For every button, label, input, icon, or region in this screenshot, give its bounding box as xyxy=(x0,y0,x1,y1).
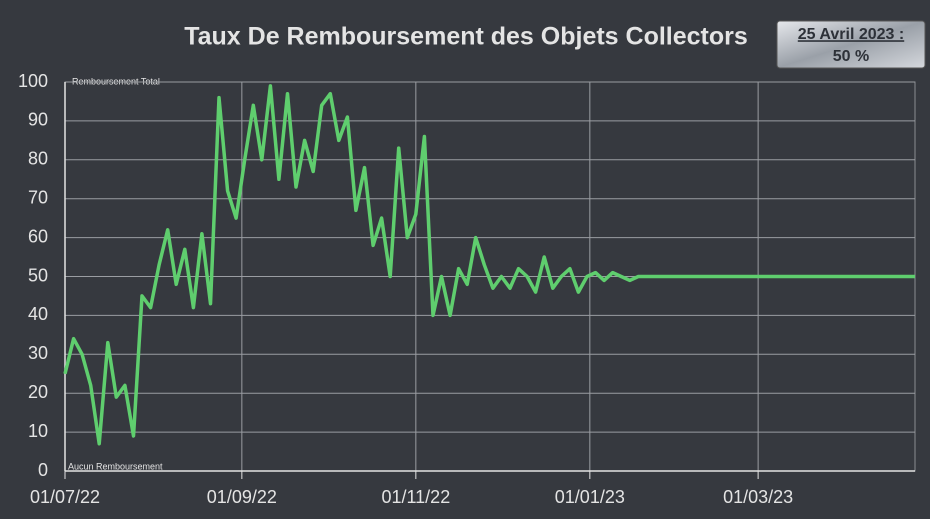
x-tick-label: 01/11/22 xyxy=(381,487,450,507)
y-tick-label: 60 xyxy=(28,226,48,246)
y-tick-label: 10 xyxy=(28,421,48,441)
badge-value: 50 % xyxy=(833,48,869,65)
y-tick-label: 100 xyxy=(18,71,48,91)
y-tick-label: 90 xyxy=(28,110,48,130)
y-tick-label: 70 xyxy=(28,187,48,207)
y-tick-label: 0 xyxy=(38,460,48,480)
y-tick-label: 40 xyxy=(28,304,48,324)
x-tick-label: 01/03/23 xyxy=(723,487,793,507)
y-tick-label: 50 xyxy=(28,265,48,285)
chart-title: Taux De Remboursement des Objets Collect… xyxy=(184,23,748,51)
x-tick-label: 01/01/23 xyxy=(555,487,625,507)
x-tick-label: 01/07/22 xyxy=(30,487,100,507)
data-line xyxy=(63,84,915,446)
y-tick-label: 20 xyxy=(28,382,48,402)
annotation: Remboursement Total xyxy=(72,76,160,86)
y-tick-label: 30 xyxy=(28,343,48,363)
x-tick-label: 01/09/22 xyxy=(207,487,277,507)
badge-date: 25 Avril 2023 : xyxy=(798,26,904,43)
annotation: Aucun Remboursement xyxy=(68,461,163,471)
y-tick-label: 80 xyxy=(28,149,48,169)
badge xyxy=(776,20,926,69)
